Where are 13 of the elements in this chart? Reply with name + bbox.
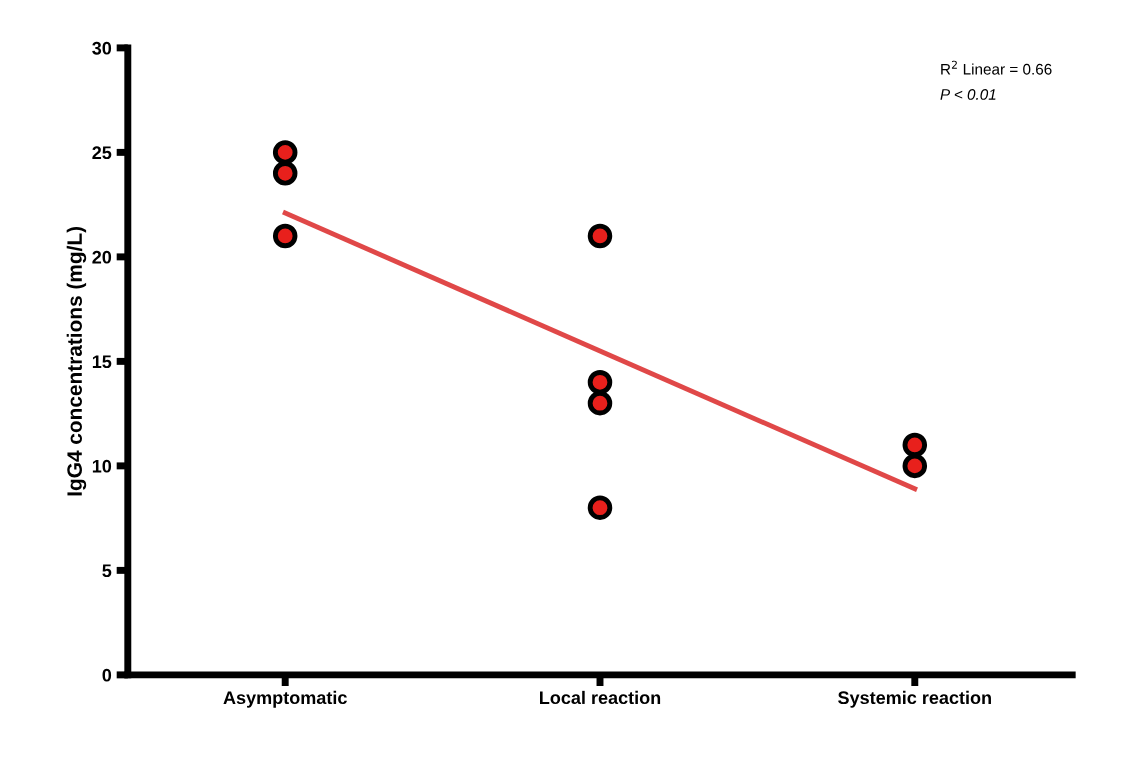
annotation: P < 0.01 (940, 89, 996, 100)
y-tick-label: 15 (92, 355, 112, 369)
y-tick-label: 10 (92, 459, 112, 473)
y-tick-label: 0 (102, 668, 112, 682)
y-tick-label: 5 (102, 564, 112, 578)
x-tick-label: Asymptomatic (223, 690, 347, 708)
x-tick-label: Local reaction (540, 690, 661, 705)
y-axis-title: IgG4 concentrations (mg/L) (66, 226, 87, 496)
y-tick-label: 20 (92, 250, 112, 264)
y-tick-label: 30 (92, 41, 112, 55)
x-tick-label: Systemic reaction (838, 690, 991, 708)
y-tick-label: 25 (92, 146, 112, 160)
annotation: R$^{2}$ Linear = 0.66 (941, 60, 1052, 75)
